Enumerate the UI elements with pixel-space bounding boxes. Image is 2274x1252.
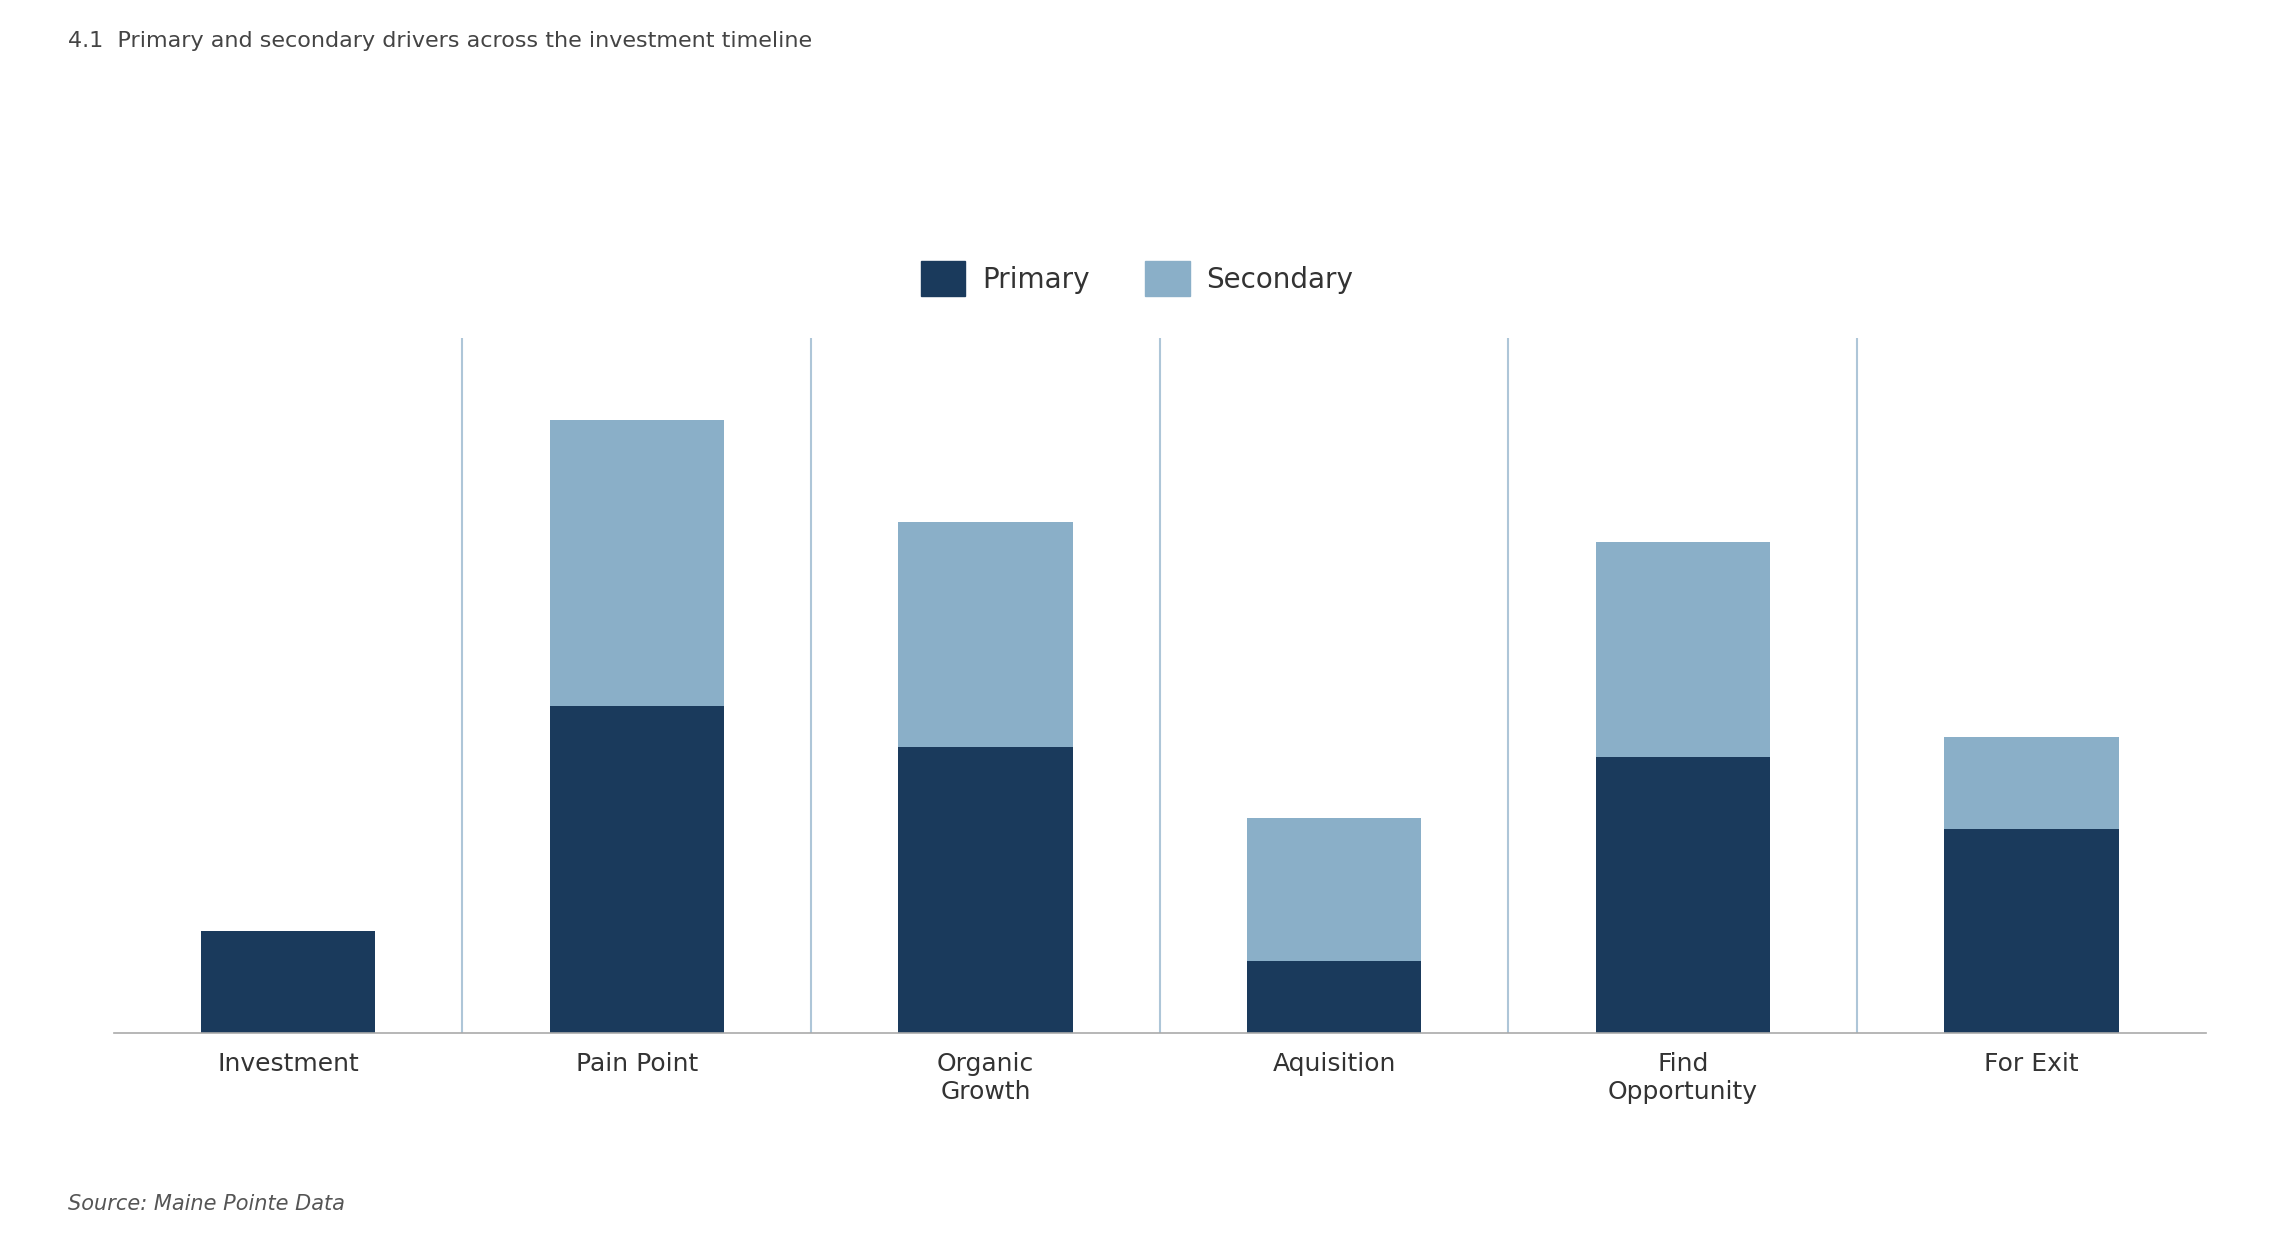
Text: 4.1  Primary and secondary drivers across the investment timeline: 4.1 Primary and secondary drivers across… <box>68 31 812 51</box>
Bar <box>1596 542 1769 757</box>
Bar <box>1944 736 2119 829</box>
Bar <box>1944 829 2119 1033</box>
Bar <box>550 706 723 1033</box>
Bar <box>1596 757 1769 1033</box>
Text: (based on Maine Pointe project sample): (based on Maine Pointe project sample) <box>700 179 1574 217</box>
Bar <box>898 522 1073 746</box>
Text: Primary and secondary drivers: Primary and secondary drivers <box>800 103 1474 140</box>
Bar <box>550 419 723 706</box>
Legend: Primary, Secondary: Primary, Secondary <box>921 260 1353 297</box>
Bar <box>898 746 1073 1033</box>
Bar <box>1246 962 1421 1033</box>
Text: Source: Maine Pointe Data: Source: Maine Pointe Data <box>68 1194 346 1214</box>
Bar <box>200 930 375 1033</box>
Bar <box>1246 819 1421 962</box>
